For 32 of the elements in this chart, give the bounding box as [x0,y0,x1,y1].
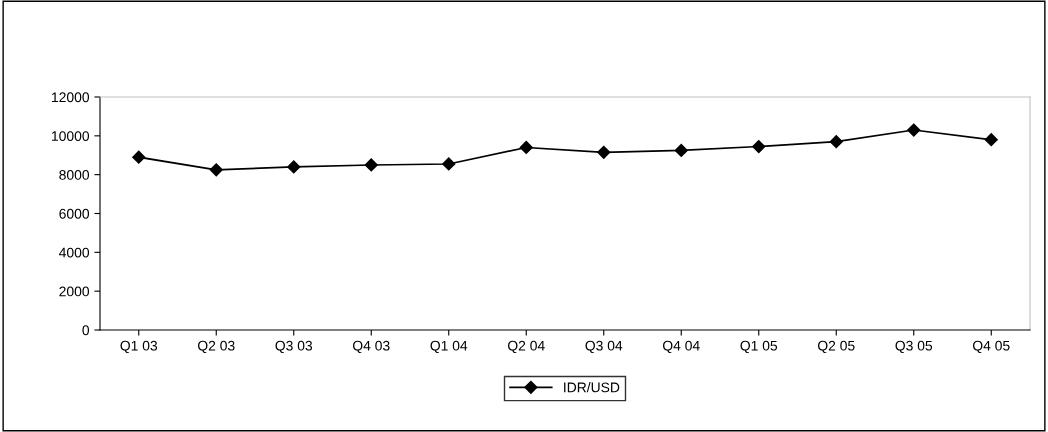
x-tick-label: Q3 04 [585,340,623,354]
x-tick-label: Q4 04 [662,340,700,354]
point [907,123,921,137]
y-tick-label: 2000 [59,286,90,297]
point [132,150,146,164]
point [984,133,998,147]
x-tick-label: Q2 03 [197,340,235,354]
x-tick-label: Q4 03 [352,340,390,354]
point [519,140,533,155]
point [674,143,688,157]
point [597,145,611,159]
y-tick-label: 8000 [59,170,90,180]
y-tick-label: 10000 [52,131,90,141]
x-tick-label: Q3 03 [275,340,313,354]
y-tick-label: 0 [82,325,90,336]
point [364,158,378,172]
point [209,163,223,177]
x-tick-label: Q2 04 [507,340,545,354]
x-tick-label: Q4 05 [972,340,1010,354]
point [829,135,843,149]
y-tick-label: 12000 [52,92,90,103]
point [442,157,456,171]
y-tick-label: 6000 [59,208,90,219]
x-tick-label: Q3 05 [895,340,933,354]
point [752,139,766,154]
x-tick-label: Q2 05 [817,340,855,354]
y-tick-label: 4000 [59,247,90,258]
x-tick-label: Q1 05 [740,340,778,354]
x-tick-label: Q1 04 [430,340,468,354]
legend-label: IDR/USD [564,382,620,393]
x-tick-label: Q1 03 [120,340,158,354]
point [287,160,301,174]
